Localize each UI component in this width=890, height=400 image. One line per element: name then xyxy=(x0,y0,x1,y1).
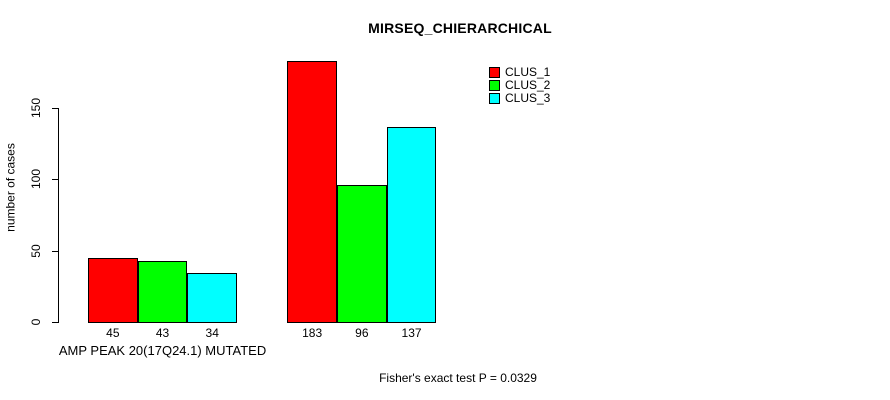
bar-clus_3 xyxy=(187,273,238,323)
bar-clus_2 xyxy=(137,260,188,323)
y-tick-mark xyxy=(52,322,59,323)
legend-item: CLUS_2 xyxy=(489,79,550,92)
legend-label: CLUS_1 xyxy=(505,65,551,79)
bar-value-label: 96 xyxy=(355,326,369,340)
bar-value-label: 34 xyxy=(205,326,219,340)
y-tick-label: 100 xyxy=(29,169,43,190)
legend-swatch xyxy=(489,67,500,78)
bar-value-label: 183 xyxy=(302,326,323,340)
fisher-test-annotation: Fisher's exact test P = 0.0329 xyxy=(379,371,537,385)
bar-value-label: 137 xyxy=(401,326,422,340)
y-tick-mark xyxy=(52,179,59,181)
legend-label: CLUS_2 xyxy=(505,78,551,92)
y-tick-mark xyxy=(52,108,59,109)
bar-value-label: 43 xyxy=(155,326,170,340)
legend-item: CLUS_1 xyxy=(489,66,550,79)
bar-clus_1 xyxy=(88,257,138,323)
y-tick-label: 50 xyxy=(29,243,43,258)
legend-swatch xyxy=(489,80,500,91)
bar-clus_1 xyxy=(287,60,337,323)
legend-swatch xyxy=(489,93,500,104)
y-axis-line xyxy=(58,108,59,323)
y-tick-label: 150 xyxy=(29,97,43,119)
legend: CLUS_1 CLUS_2 CLUS_3 xyxy=(489,66,550,105)
y-tick-label: 0 xyxy=(29,318,43,326)
x-axis-label: AMP PEAK 20(17Q24.1) MUTATED xyxy=(58,343,267,358)
chart-title: MIRSEQ_CHIERARCHICAL xyxy=(368,20,552,36)
y-tick-mark xyxy=(52,250,59,252)
bar-clus_3 xyxy=(386,126,437,323)
bar-clus_2 xyxy=(337,185,387,323)
y-axis-label: number of cases xyxy=(3,143,18,232)
legend-item: CLUS_3 xyxy=(489,92,550,105)
bar-value-label: 45 xyxy=(106,326,120,340)
legend-label: CLUS_3 xyxy=(505,91,551,105)
